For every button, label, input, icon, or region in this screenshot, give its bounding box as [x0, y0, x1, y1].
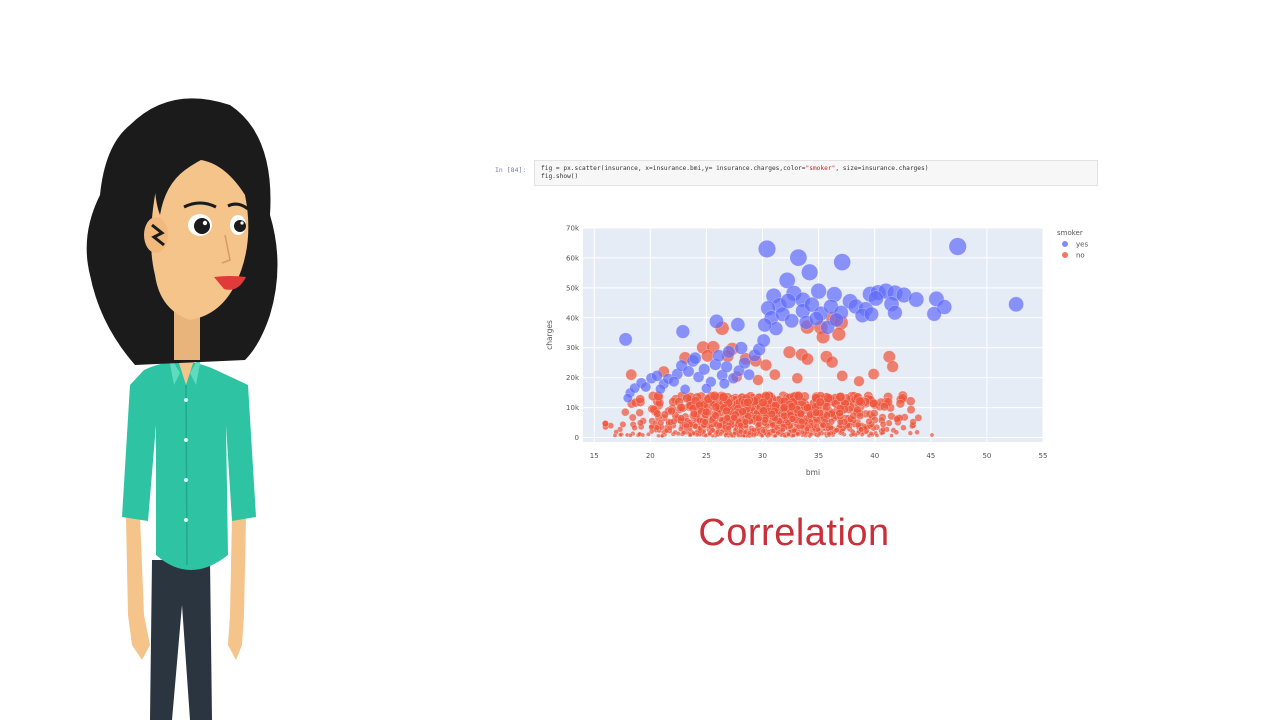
- y-axis-label: charges: [545, 320, 554, 350]
- cell-prompt: In [84]:: [495, 166, 527, 174]
- svg-text:yes: yes: [1076, 241, 1088, 249]
- x-tick-label: 55: [1039, 452, 1048, 460]
- shirt: [122, 361, 256, 570]
- presenter-character-illustration: [86, 98, 278, 720]
- scatter-chart: 15 20 25 30 35 40 45 50 55 0 10k 20k 30k 40k 50k 60k 70k…: [545, 225, 1088, 478]
- legend-title: smoker: [1057, 229, 1083, 237]
- code-editor[interactable]: fig = px.scatter(insurance, x=insurance.…: [534, 160, 1098, 186]
- svg-text:no: no: [1076, 252, 1085, 260]
- y-tick-label: 70k: [566, 225, 580, 233]
- x-tick-label: 50: [982, 452, 991, 460]
- x-tick-label: 25: [702, 452, 711, 460]
- code-line-2: fig.show(): [541, 173, 579, 180]
- x-tick-label: 15: [590, 452, 599, 460]
- slide-title-container: Correlation: [0, 512, 1272, 555]
- y-tick-label: 10k: [566, 404, 580, 412]
- x-axis-label: bmi: [806, 468, 820, 477]
- legend-item-no[interactable]: no: [1062, 252, 1085, 260]
- legend-item-yes[interactable]: yes: [1062, 241, 1088, 249]
- legend: smoker yes no: [1057, 229, 1088, 260]
- y-tick-label: 60k: [566, 254, 580, 262]
- y-tick-label: 50k: [566, 284, 580, 292]
- data-points: [601, 237, 1024, 439]
- pants: [150, 560, 212, 720]
- y-tick-label: 30k: [566, 344, 580, 352]
- slide-title: Correlation: [698, 512, 890, 554]
- x-tick-label: 20: [646, 452, 655, 460]
- code-line-1: fig = px.scatter(insurance, x=insurance.…: [541, 165, 929, 172]
- y-tick-label: 0: [575, 434, 579, 442]
- y-tick-label: 40k: [566, 314, 580, 322]
- x-tick-label: 30: [758, 452, 767, 460]
- x-tick-label: 35: [814, 452, 823, 460]
- mouth: [214, 276, 246, 290]
- notebook-code-cell: In [84]: fig = px.scatter(insurance, x=i…: [492, 160, 1100, 188]
- x-tick-label: 45: [926, 452, 935, 460]
- y-tick-label: 20k: [566, 374, 580, 382]
- x-tick-label: 40: [870, 452, 879, 460]
